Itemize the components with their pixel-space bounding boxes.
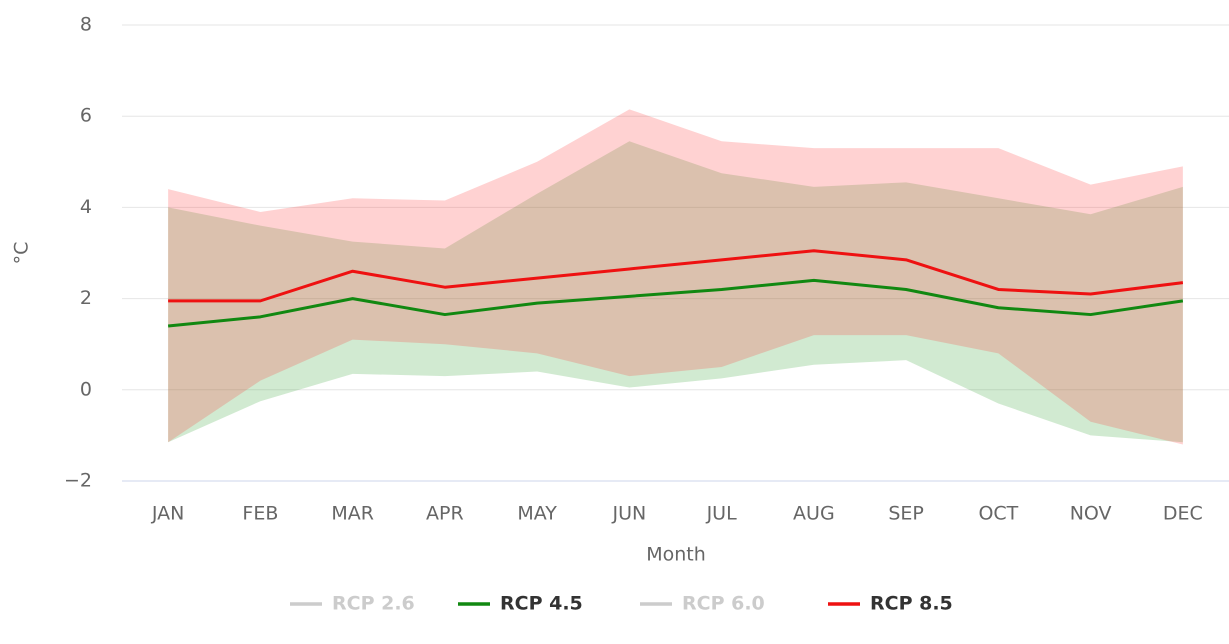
x-tick-label: SEP [888, 503, 924, 525]
x-tick-label: MAY [517, 503, 557, 525]
x-tick-label: JUN [612, 503, 647, 525]
x-tick-label: FEB [242, 503, 278, 525]
x-tick-label: APR [426, 503, 464, 525]
legend-item: RCP 6.0 [640, 593, 765, 615]
x-tick-label: JAN [151, 503, 184, 525]
legend-item: RCP 4.5 [458, 593, 583, 615]
y-tick-label: 4 [80, 196, 92, 218]
x-tick-label: DEC [1163, 503, 1203, 525]
x-tick-label: OCT [978, 503, 1018, 525]
y-tick-label: 6 [80, 105, 92, 127]
line [167, 278, 1184, 328]
y-tick-label: 0 [80, 378, 92, 400]
range-band [168, 109, 1183, 445]
line [168, 249, 1184, 303]
y-tick-label: 8 [80, 14, 92, 36]
legend-label: RCP 8.5 [870, 593, 953, 615]
legend-item: RCP 2.6 [290, 593, 415, 615]
y-tick-label: −2 [64, 470, 92, 492]
x-tick-label: JUL [706, 503, 738, 525]
x-tick-label: NOV [1070, 503, 1112, 525]
y-tick-label: 2 [80, 287, 92, 309]
x-tick-label: MAR [331, 503, 374, 525]
x-tick-label: AUG [793, 503, 835, 525]
legend-label: RCP 2.6 [332, 593, 415, 615]
legend-item: RCP 8.5 [828, 593, 953, 615]
y-axis-title: °C [11, 242, 33, 265]
x-axis-title: Month [646, 544, 706, 566]
legend-label: RCP 4.5 [500, 593, 583, 615]
legend-label: RCP 6.0 [682, 593, 765, 615]
